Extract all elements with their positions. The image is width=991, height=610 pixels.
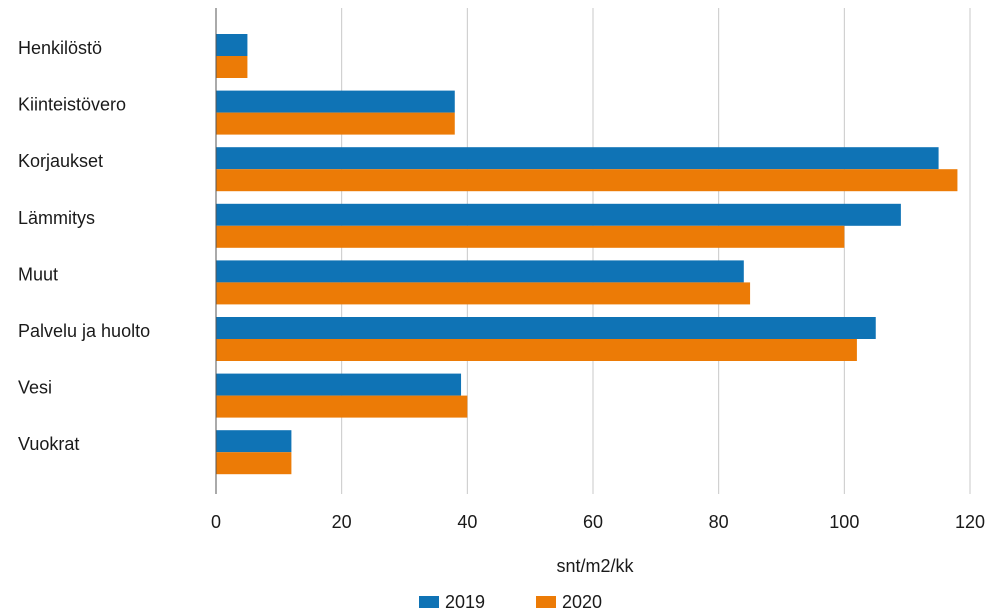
legend-swatch-2020 [536,596,556,608]
bar-2019-5 [216,317,876,339]
bar-2020-2 [216,169,958,192]
bar-2020-6 [216,395,468,418]
x-axis-title: snt/m2/kk [556,556,634,576]
x-tick-label-80: 80 [709,512,729,532]
bar-2019-0 [216,34,248,56]
x-tick-label-120: 120 [955,512,985,532]
bar-2019-6 [216,373,462,396]
bars [216,34,958,475]
bar-2020-0 [216,56,248,78]
bar-2019-2 [216,147,939,170]
bar-2020-7 [216,452,292,475]
x-tick-label-20: 20 [332,512,352,532]
x-tick-label-100: 100 [829,512,859,532]
category-label-7: Vuokrat [18,434,79,454]
x-tick-labels: 0 20 40 60 80 100 120 [211,512,985,532]
legend: 2019 2020 [419,592,602,610]
category-label-6: Vesi [18,378,52,398]
bar-2020-3 [216,225,845,248]
x-tick-label-40: 40 [457,512,477,532]
legend-label-2020: 2020 [562,592,602,610]
x-tick-label-60: 60 [583,512,603,532]
bar-2019-7 [216,430,292,453]
category-label-3: Lämmitys [18,208,95,228]
legend-label-2019: 2019 [445,592,485,610]
category-label-0: Henkilöstö [18,38,102,58]
category-label-2: Korjaukset [18,151,103,171]
category-label-1: Kiinteistövero [18,95,126,115]
bar-2020-4 [216,282,751,305]
bar-2019-4 [216,260,744,283]
bar-2019-3 [216,203,901,226]
legend-swatch-2019 [419,596,439,608]
x-tick-label-0: 0 [211,512,221,532]
category-labels: Henkilöstö Kiinteistövero Korjaukset Lämmit… [18,38,150,454]
category-label-4: Muut [18,264,58,284]
category-label-5: Palvelu ja huolto [18,321,150,341]
bar-2020-5 [216,339,857,361]
gridlines [341,8,971,494]
bar-2019-1 [216,90,455,113]
bar-2020-1 [216,112,455,135]
